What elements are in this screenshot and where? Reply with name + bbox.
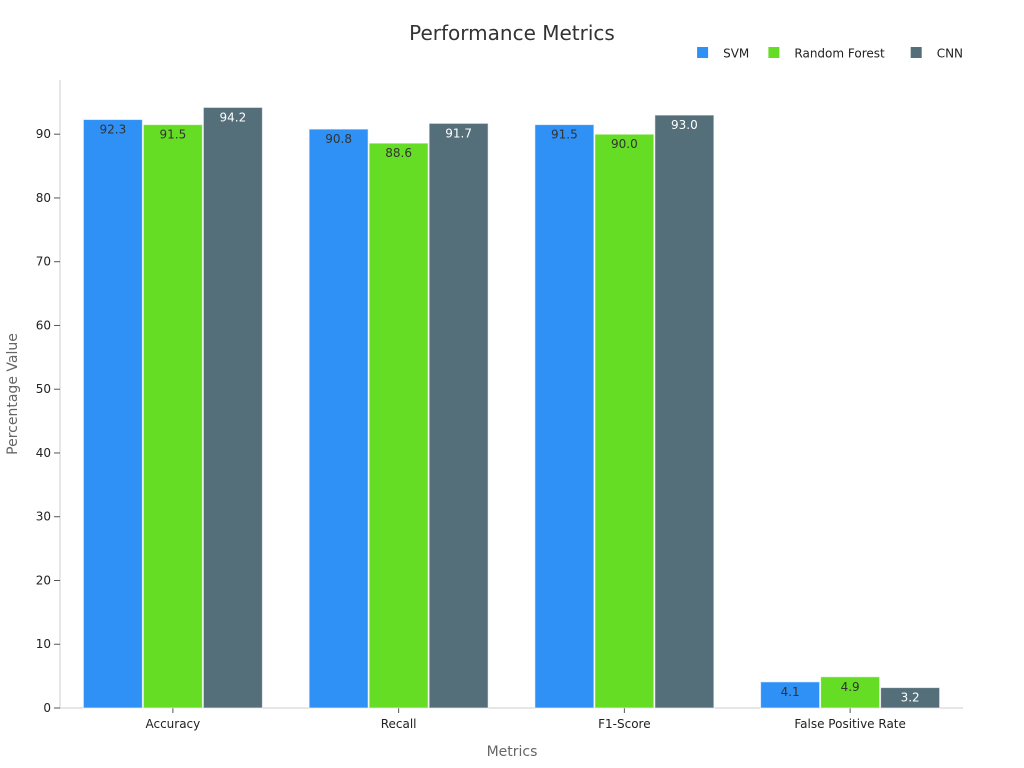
data-label-random-forest-false-positive-rate: 4.9 bbox=[841, 680, 860, 694]
bar-svm-recall bbox=[308, 128, 369, 709]
y-tick-label: 90 bbox=[36, 127, 51, 141]
bar-svm-accuracy bbox=[82, 119, 143, 709]
bar-cnn-accuracy bbox=[202, 106, 263, 709]
data-labels: 92.3 91.5 94.2 90.8 88.6 91.7 91.5 90.0 93.0 4.1 4… bbox=[100, 110, 920, 704]
bar-random-forest-f1-score bbox=[594, 133, 655, 709]
y-tick-label: 0 bbox=[43, 701, 51, 715]
data-label-cnn-false-positive-rate: 3.2 bbox=[901, 691, 920, 705]
data-label-svm-accuracy: 92.3 bbox=[100, 123, 127, 137]
data-label-random-forest-accuracy: 91.5 bbox=[160, 128, 187, 142]
x-tick-label-f1-score: F1-Score bbox=[598, 717, 650, 731]
legend-label-cnn: CNN bbox=[937, 47, 963, 61]
data-label-svm-recall: 90.8 bbox=[325, 132, 352, 146]
data-label-cnn-f1-score: 93.0 bbox=[671, 118, 698, 132]
x-axis-title: Metrics bbox=[487, 744, 538, 760]
bar-random-forest-false-positive-rate bbox=[820, 676, 881, 709]
legend-swatch-random-forest bbox=[768, 47, 780, 58]
bar-svm-false-positive-rate bbox=[760, 681, 821, 709]
y-tick-label: 80 bbox=[36, 191, 51, 205]
bar-random-forest-accuracy bbox=[142, 124, 203, 709]
x-tick-label-false-positive-rate: False Positive Rate bbox=[794, 717, 906, 731]
legend-swatch-svm bbox=[697, 47, 709, 58]
y-tick-label: 10 bbox=[36, 637, 51, 651]
bar-cnn-recall bbox=[428, 122, 489, 709]
legend: SVM Random Forest CNN bbox=[697, 47, 963, 61]
legend-item-svm: SVM bbox=[697, 47, 749, 61]
bar-svm-f1-score bbox=[534, 124, 595, 709]
data-label-random-forest-recall: 88.6 bbox=[385, 146, 412, 160]
bar-random-forest-recall bbox=[368, 142, 429, 709]
y-axis: 0 10 20 30 40 50 60 70 80 90 bbox=[36, 80, 61, 715]
data-label-svm-false-positive-rate: 4.1 bbox=[781, 685, 800, 699]
data-label-cnn-accuracy: 94.2 bbox=[220, 110, 247, 124]
x-tick-label-accuracy: Accuracy bbox=[145, 717, 200, 731]
chart-title: Performance Metrics bbox=[409, 21, 615, 45]
y-tick-label: 70 bbox=[36, 255, 51, 269]
bars bbox=[82, 106, 941, 709]
x-tick-label-recall: Recall bbox=[381, 717, 417, 731]
data-label-svm-f1-score: 91.5 bbox=[551, 128, 578, 142]
legend-item-cnn: CNN bbox=[910, 47, 963, 61]
legend-label-random-forest: Random Forest bbox=[794, 47, 885, 61]
legend-item-random-forest: Random Forest bbox=[768, 47, 885, 61]
legend-label-svm: SVM bbox=[723, 47, 749, 61]
x-axis: Accuracy Recall F1-Score False Positive Rat… bbox=[60, 707, 963, 731]
y-tick-label: 40 bbox=[36, 446, 51, 460]
data-label-cnn-recall: 91.7 bbox=[445, 126, 472, 140]
bar-cnn-false-positive-rate bbox=[880, 687, 941, 709]
y-tick-label: 60 bbox=[36, 318, 51, 332]
bar-cnn-f1-score bbox=[654, 114, 715, 709]
data-label-random-forest-f1-score: 90.0 bbox=[611, 137, 638, 151]
y-tick-label: 20 bbox=[36, 573, 51, 587]
y-tick-label: 50 bbox=[36, 382, 51, 396]
legend-swatch-cnn bbox=[910, 47, 922, 58]
y-tick-label: 30 bbox=[36, 510, 51, 524]
y-axis-title: Percentage Value bbox=[5, 333, 21, 455]
